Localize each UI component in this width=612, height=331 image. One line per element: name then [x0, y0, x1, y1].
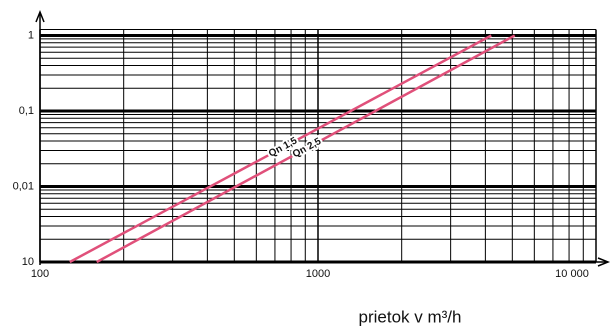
x-tick-label: 100 — [31, 268, 49, 280]
y-tick-label: 0,1 — [19, 105, 34, 117]
x-arrow — [597, 257, 611, 267]
series-line — [69, 34, 492, 264]
x-tick-label: 10 000 — [555, 268, 589, 280]
y-tick-label: 1 — [28, 29, 34, 41]
y-tick-label: 0,01 — [13, 180, 34, 192]
x-tick-label: 1000 — [306, 268, 330, 280]
x-axis-title: prietok v m³/h — [359, 307, 462, 326]
y-arrow — [35, 9, 45, 23]
y-tick-label: 10 — [22, 256, 34, 268]
series-line — [96, 34, 516, 264]
